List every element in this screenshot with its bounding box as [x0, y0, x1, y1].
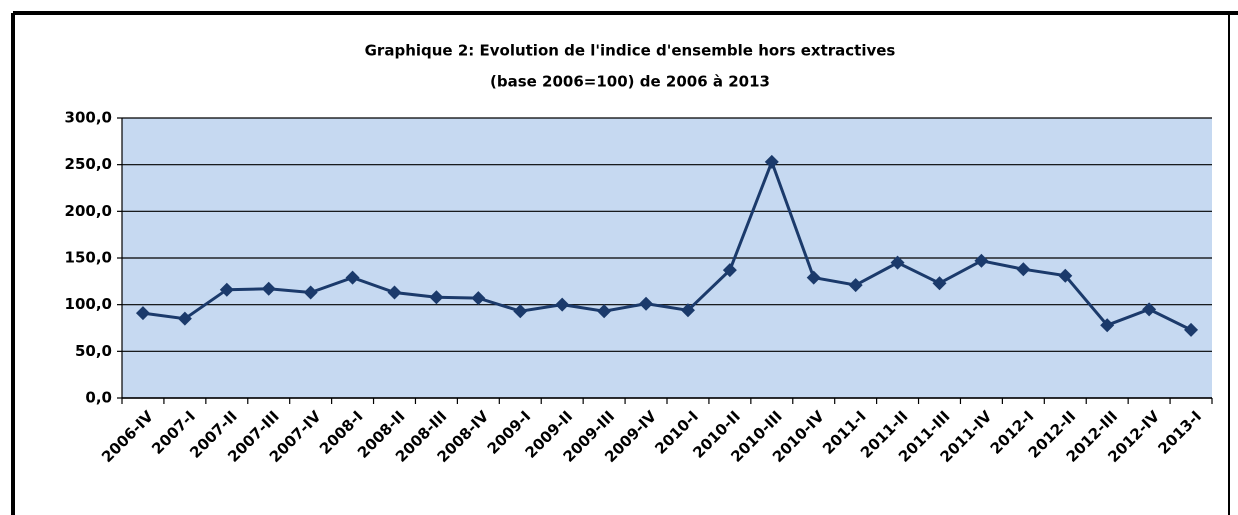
point — [135, 306, 150, 321]
point — [1100, 318, 1115, 333]
y-tick-label: 100,0 — [65, 295, 112, 313]
point — [303, 285, 318, 300]
point — [513, 304, 528, 319]
point — [764, 154, 779, 169]
series-line — [142, 157, 1192, 332]
y-tick-label: 0,0 — [85, 389, 112, 407]
point — [597, 304, 612, 319]
point — [974, 253, 989, 268]
point — [555, 297, 570, 312]
y-tick-label: 200,0 — [65, 202, 112, 220]
point — [387, 285, 402, 300]
point — [261, 281, 276, 296]
point — [1142, 302, 1157, 317]
chart-subtitle: (base 2006=100) de 2006 à 2013 — [490, 73, 770, 91]
point — [848, 278, 863, 293]
y-tick-label: 250,0 — [65, 155, 112, 173]
point — [429, 290, 444, 305]
y-tick-label: 150,0 — [65, 249, 112, 267]
y-tick-label: 300,0 — [65, 109, 112, 127]
point — [177, 311, 192, 326]
point — [639, 296, 654, 311]
point — [1184, 322, 1199, 337]
point — [1016, 262, 1031, 277]
point — [806, 270, 821, 285]
point — [345, 270, 360, 285]
point — [890, 255, 905, 270]
y-tick-label: 50,0 — [75, 342, 112, 360]
point — [1058, 268, 1073, 283]
chart-title: Graphique 2: Evolution de l'indice d'ens… — [365, 42, 896, 60]
point — [680, 303, 695, 318]
point — [932, 276, 947, 291]
point — [471, 291, 486, 306]
point — [722, 263, 737, 278]
point — [219, 282, 234, 297]
